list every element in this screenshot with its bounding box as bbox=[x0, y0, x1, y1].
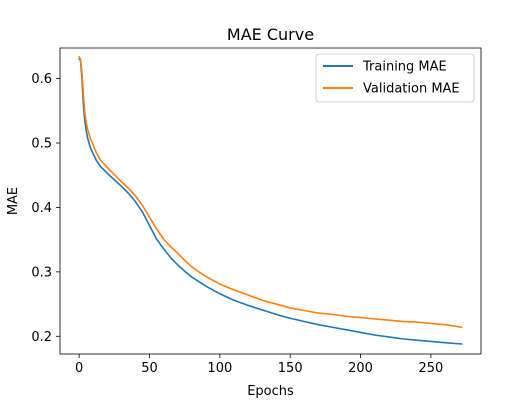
y-tick-label: 0.4 bbox=[31, 201, 52, 216]
validation-mae-line bbox=[78, 55, 463, 329]
x-tick-label: 0 bbox=[75, 361, 83, 376]
plot-area bbox=[59, 47, 482, 355]
y-axis-label: MAE bbox=[6, 187, 21, 215]
series-lines bbox=[78, 55, 463, 345]
x-tick-label: 50 bbox=[141, 361, 158, 376]
y-tick-label: 0.2 bbox=[31, 330, 52, 345]
legend-label-training-mae: Training MAE bbox=[362, 60, 447, 75]
x-axis-label: Epochs bbox=[247, 384, 294, 399]
x-tick-label: 100 bbox=[207, 361, 232, 376]
legend-label-validation-mae: Validation MAE bbox=[363, 82, 460, 97]
x-axis-ticks: 0 50 100 150 200 250 bbox=[75, 354, 443, 376]
legend-frame bbox=[315, 53, 475, 103]
y-axis-ticks: 0.2 0.3 0.4 0.5 0.6 bbox=[31, 72, 60, 345]
training-mae-line bbox=[78, 57, 463, 345]
x-tick-label: 250 bbox=[418, 361, 443, 376]
x-tick-label: 150 bbox=[278, 361, 303, 376]
x-tick-label: 200 bbox=[348, 361, 373, 376]
y-tick-label: 0.6 bbox=[31, 72, 52, 87]
chart-title: MAE Curve bbox=[227, 25, 314, 44]
chart-legend: Training MAE Validation MAE bbox=[315, 53, 475, 103]
y-tick-label: 0.5 bbox=[31, 137, 52, 152]
y-tick-label: 0.3 bbox=[31, 265, 52, 280]
